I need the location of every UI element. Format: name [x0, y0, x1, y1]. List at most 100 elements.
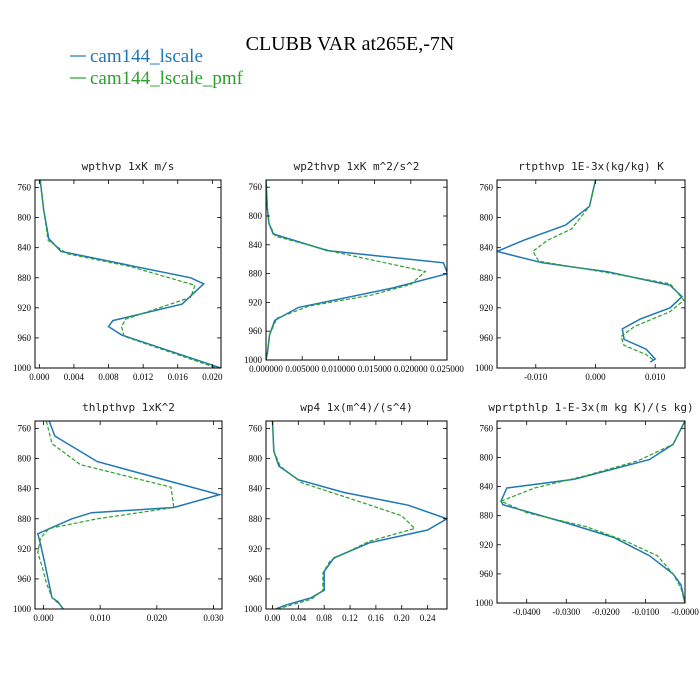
series-line: [266, 180, 427, 360]
y-tick-label: 960: [480, 333, 494, 343]
x-tick-label: 0.016: [168, 372, 189, 382]
y-tick-label: 960: [18, 333, 32, 343]
panel-title: wprtpthlp 1-E-3x(m kg K)/(s kg): [488, 401, 693, 414]
x-tick-label: 0.000: [585, 372, 606, 382]
x-tick-label: 0.20: [394, 613, 410, 623]
y-tick-label: 840: [18, 243, 32, 253]
series-line: [39, 180, 221, 368]
y-tick-label: 920: [249, 297, 263, 307]
legend-label: cam144_lscale: [90, 46, 203, 67]
x-tick-label: -0.0100: [632, 607, 660, 617]
series-line: [532, 180, 685, 361]
x-tick-label: -0.0400: [513, 607, 541, 617]
y-tick-label: 800: [249, 454, 263, 464]
x-tick-label: -0.0200: [592, 607, 620, 617]
panel-title: wpthvp 1xK m/s: [82, 160, 175, 173]
series-line: [500, 421, 685, 603]
x-tick-label: -0.0000: [671, 607, 699, 617]
plot-frame: [496, 179, 686, 369]
x-tick-label: -0.0300: [552, 607, 580, 617]
plot-frame: [265, 420, 448, 610]
series-line: [499, 421, 685, 603]
x-tick-label: 0.015000: [358, 364, 392, 374]
x-tick-label: 0.00: [265, 613, 281, 623]
y-tick-label: 880: [480, 273, 494, 283]
legend-item: cam144_lscale_pmf: [70, 68, 244, 89]
panels: wpthvp 1xK m/s76080084088092096010000.00…: [13, 160, 699, 623]
x-tick-label: 0.030: [203, 613, 224, 623]
y-tick-label: 960: [249, 326, 263, 336]
y-tick-label: 840: [18, 484, 32, 494]
x-tick-label: 0.010: [645, 372, 666, 382]
y-tick-label: 840: [480, 482, 494, 492]
y-tick-label: 800: [249, 211, 263, 221]
y-tick-label: 800: [18, 213, 32, 223]
y-tick-label: 880: [249, 269, 263, 279]
y-tick-label: 1000: [244, 604, 263, 614]
y-tick-label: 1000: [13, 604, 32, 614]
x-tick-label: 0.000000: [249, 364, 283, 374]
y-tick-label: 920: [18, 303, 32, 313]
chart-panel: rtpthvp 1E-3x(kg/kg) K 760 800 840 880 920 960…: [475, 160, 686, 382]
x-tick-label: 0.000: [29, 372, 50, 382]
y-tick-label: 760: [18, 183, 32, 193]
y-tick-label: 800: [480, 213, 494, 223]
x-tick-label: 0.020000: [394, 364, 428, 374]
legend-label: cam144_lscale_pmf: [90, 68, 244, 89]
y-tick-label: 920: [249, 544, 263, 554]
y-tick-label: 880: [480, 511, 494, 521]
series-line: [36, 421, 222, 609]
panel-title: thlpthvp 1xK^2: [82, 401, 175, 414]
x-tick-label: 0.025000: [430, 364, 464, 374]
plot-frame: [496, 420, 686, 604]
y-tick-label: 920: [480, 540, 494, 550]
x-tick-label: -0.010: [524, 372, 548, 382]
y-tick-label: 880: [18, 273, 32, 283]
x-tick-label: 0.020: [202, 372, 223, 382]
y-tick-label: 840: [480, 243, 494, 253]
y-tick-label: 1000: [244, 355, 263, 365]
y-tick-label: 800: [18, 454, 32, 464]
x-tick-label: 0.020: [147, 613, 168, 623]
y-tick-label: 760: [18, 424, 32, 434]
y-tick-label: 760: [480, 183, 494, 193]
chart-panel: wprtpthlp 1-E-3x(m kg K)/(s kg) 760 800 840…: [475, 401, 699, 617]
x-tick-label: 0.005000: [285, 364, 319, 374]
x-tick-label: 0.16: [368, 613, 384, 623]
x-tick-label: 0.000: [33, 613, 54, 623]
y-tick-label: 960: [249, 574, 263, 584]
y-tick-label: 920: [480, 303, 494, 313]
y-tick-label: 800: [480, 452, 494, 462]
y-tick-label: 760: [480, 423, 494, 433]
plot-frame: [34, 420, 223, 610]
x-tick-label: 0.012: [133, 372, 153, 382]
chart-panel: thlpthvp 1xK^2 760 800 840 880 920 960 10000.00…: [13, 401, 224, 623]
x-tick-label: 0.08: [316, 613, 332, 623]
plot-frame: [265, 179, 448, 361]
y-tick-label: 760: [249, 424, 263, 434]
panel-title: rtpthvp 1E-3x(kg/kg) K: [518, 160, 664, 173]
y-tick-label: 760: [249, 182, 263, 192]
y-tick-label: 960: [480, 569, 494, 579]
y-tick-label: 960: [18, 574, 32, 584]
x-tick-label: 0.010: [90, 613, 111, 623]
x-tick-label: 0.24: [420, 613, 436, 623]
x-tick-label: 0.12: [342, 613, 358, 623]
y-tick-label: 880: [249, 514, 263, 524]
y-tick-label: 1000: [475, 598, 494, 608]
x-tick-label: 0.004: [64, 372, 85, 382]
x-tick-label: 0.010000: [322, 364, 356, 374]
chart-panel: wpthvp 1xK m/s76080084088092096010000.00…: [13, 160, 223, 382]
y-tick-label: 840: [249, 484, 263, 494]
series-line: [39, 180, 217, 368]
plot-frame: [34, 179, 222, 369]
chart-panel: wp2thvp 1xK m^2/s^2 760 800 840 880 920 960 100…: [244, 160, 464, 374]
series-line: [271, 421, 416, 609]
panel-title: wp4 1x(m^4)/(s^4): [300, 401, 413, 414]
y-tick-label: 1000: [475, 363, 494, 373]
series-line: [37, 421, 175, 609]
x-tick-label: 0.04: [290, 613, 306, 623]
y-tick-label: 840: [249, 240, 263, 250]
